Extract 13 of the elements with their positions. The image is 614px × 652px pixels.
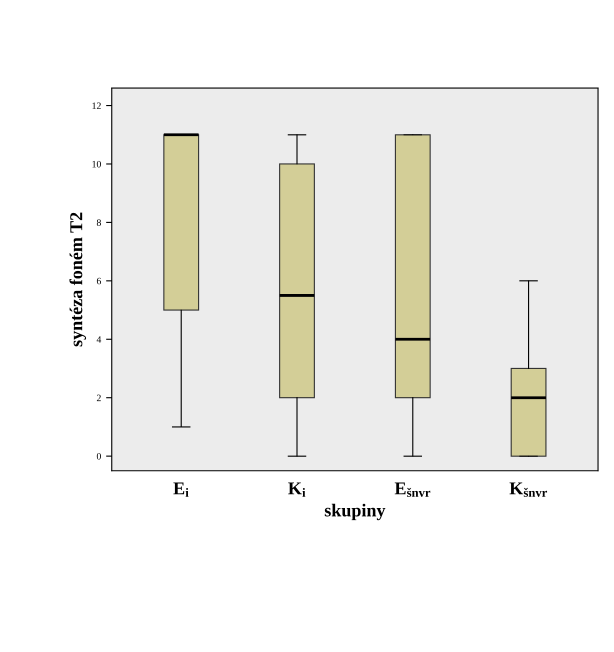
y-tick-label: 8 [96, 219, 101, 226]
x-tick-label: E$_{i}$ [173, 482, 189, 497]
y-tick-label: 12 [92, 102, 101, 109]
y-tick-label: 10 [92, 160, 101, 168]
x-tick-label: K$_{i}$ [288, 482, 306, 497]
x-tick-label: E$_{šnvr}$ [394, 482, 430, 497]
y-tick-label: 4 [96, 336, 102, 343]
y-tick-label: 6 [96, 278, 102, 284]
y-axis-title: syntéza foném T2 [69, 212, 86, 346]
x-axis-title: skupiny [324, 504, 386, 520]
x-tick-label: K$_{šnvr}$ [510, 482, 548, 497]
y-tick-label: 2 [96, 394, 101, 402]
y-tick-label: 0 [96, 453, 101, 460]
